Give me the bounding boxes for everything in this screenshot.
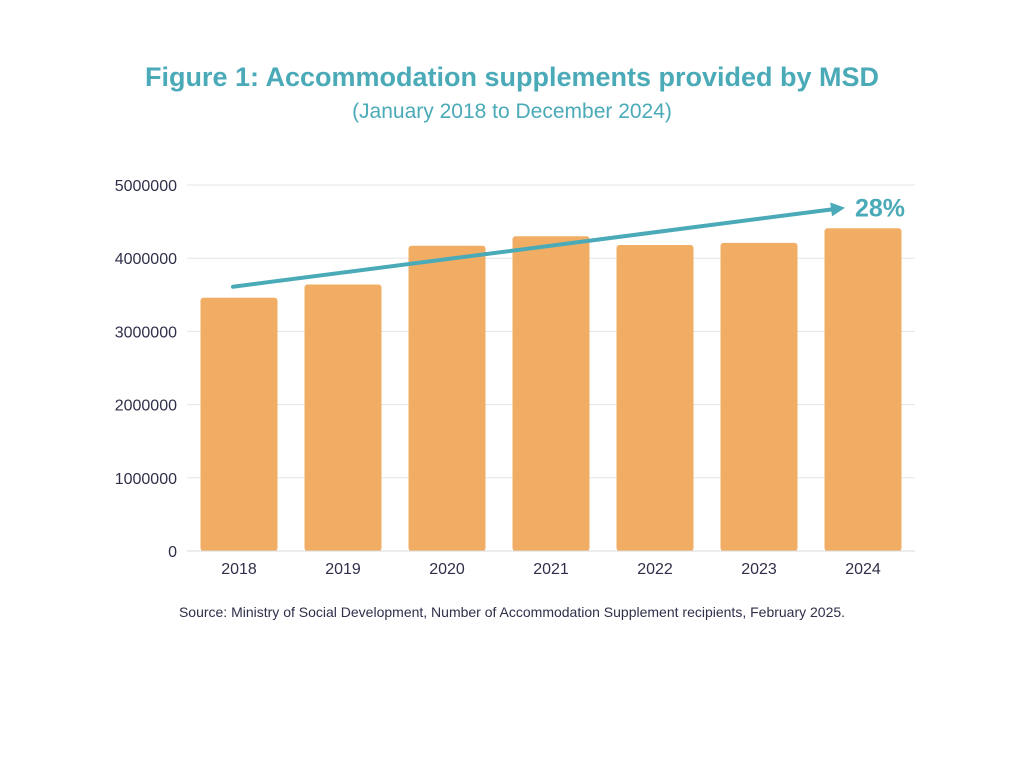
y-axis: 0 1000000 2000000 3000000 4000000 5000000 bbox=[115, 178, 177, 561]
source-note: Source: Ministry of Social Development, … bbox=[178, 604, 846, 620]
bar-2024 bbox=[824, 228, 902, 552]
y-tick-label: 0 bbox=[168, 544, 177, 561]
bars bbox=[200, 228, 902, 552]
x-tick-label: 2021 bbox=[533, 561, 569, 578]
y-tick-label: 5000000 bbox=[115, 178, 177, 195]
bar-2020 bbox=[408, 245, 486, 552]
bar-2023 bbox=[720, 242, 798, 551]
trend-percent-label: 28% bbox=[855, 195, 905, 223]
y-tick-label: 4000000 bbox=[115, 251, 177, 268]
x-tick-label: 2020 bbox=[429, 561, 465, 578]
x-tick-label: 2018 bbox=[221, 561, 257, 578]
x-tick-label: 2024 bbox=[845, 561, 881, 578]
trend-arrow: 28% bbox=[231, 195, 905, 289]
x-tick-label: 2023 bbox=[741, 561, 777, 578]
x-axis: 2018 2019 2020 2021 2022 2023 2024 bbox=[187, 550, 915, 578]
y-tick-label: 2000000 bbox=[115, 398, 177, 415]
x-tick-label: 2022 bbox=[637, 561, 673, 578]
trend-arrowhead bbox=[830, 202, 845, 217]
y-tick-label: 1000000 bbox=[115, 471, 177, 488]
x-tick-label: 2019 bbox=[325, 561, 361, 578]
bar-2019 bbox=[304, 284, 382, 551]
chart-subtitle: (January 2018 to December 2024) bbox=[352, 100, 672, 123]
bar-2018 bbox=[200, 297, 278, 551]
bar-2021 bbox=[512, 236, 590, 552]
chart-title: Figure 1: Accommodation supplements prov… bbox=[144, 62, 880, 92]
y-tick-label: 3000000 bbox=[115, 324, 177, 341]
bar-2022 bbox=[616, 245, 694, 552]
trend-line bbox=[231, 207, 834, 289]
